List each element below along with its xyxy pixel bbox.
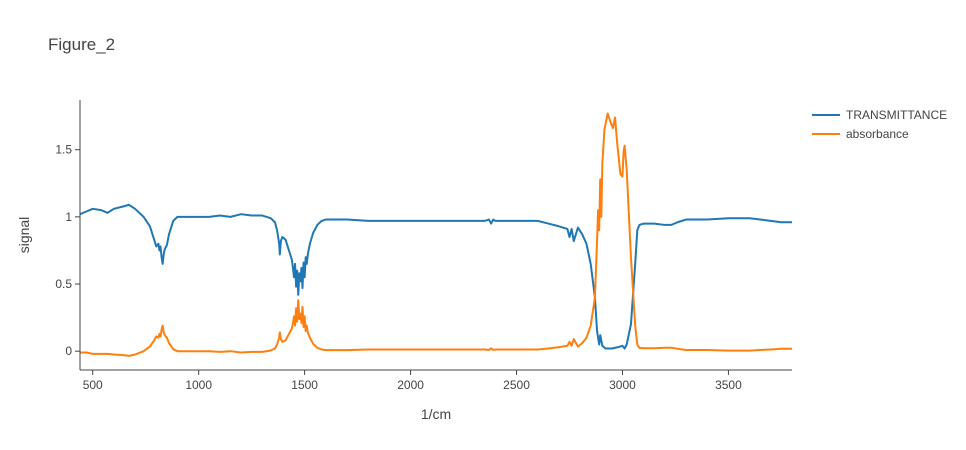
x-tick-label: 500 [83, 378, 103, 392]
legend[interactable]: TRANSMITTANCE absorbance [812, 108, 947, 141]
x-tick-label: 3000 [609, 378, 636, 392]
series-line-transmittance [79, 203, 792, 350]
series-lines [79, 112, 792, 357]
x-tick-label: 2000 [397, 378, 424, 392]
series-line-absorbance [80, 112, 792, 357]
legend-label-transmittance: TRANSMITTANCE [846, 108, 947, 122]
y-tick-label: 0 [65, 344, 72, 358]
x-tick-label: 1500 [291, 378, 318, 392]
x-tick-label: 2500 [503, 378, 530, 392]
chart-title: Figure_2 [48, 35, 115, 54]
y-axis-ticks: 0 0.5 1 1.5 [55, 143, 80, 358]
legend-item-absorbance[interactable]: absorbance [812, 127, 909, 141]
y-tick-label: 1 [65, 210, 72, 224]
y-axis-title: signal [16, 217, 32, 254]
plot-area: 500 1000 1500 2000 2500 3000 3500 0 0.5 1 1.5 [55, 100, 792, 392]
x-tick-label: 1000 [185, 378, 212, 392]
y-tick-label: 0.5 [55, 277, 72, 291]
x-axis-ticks: 500 1000 1500 2000 2500 3000 3500 [83, 370, 742, 392]
y-tick-label: 1.5 [55, 143, 72, 157]
x-tick-label: 3500 [715, 378, 742, 392]
legend-label-absorbance: absorbance [846, 127, 909, 141]
x-axis-title: 1/cm [421, 406, 451, 422]
legend-item-transmittance[interactable]: TRANSMITTANCE [812, 108, 947, 122]
